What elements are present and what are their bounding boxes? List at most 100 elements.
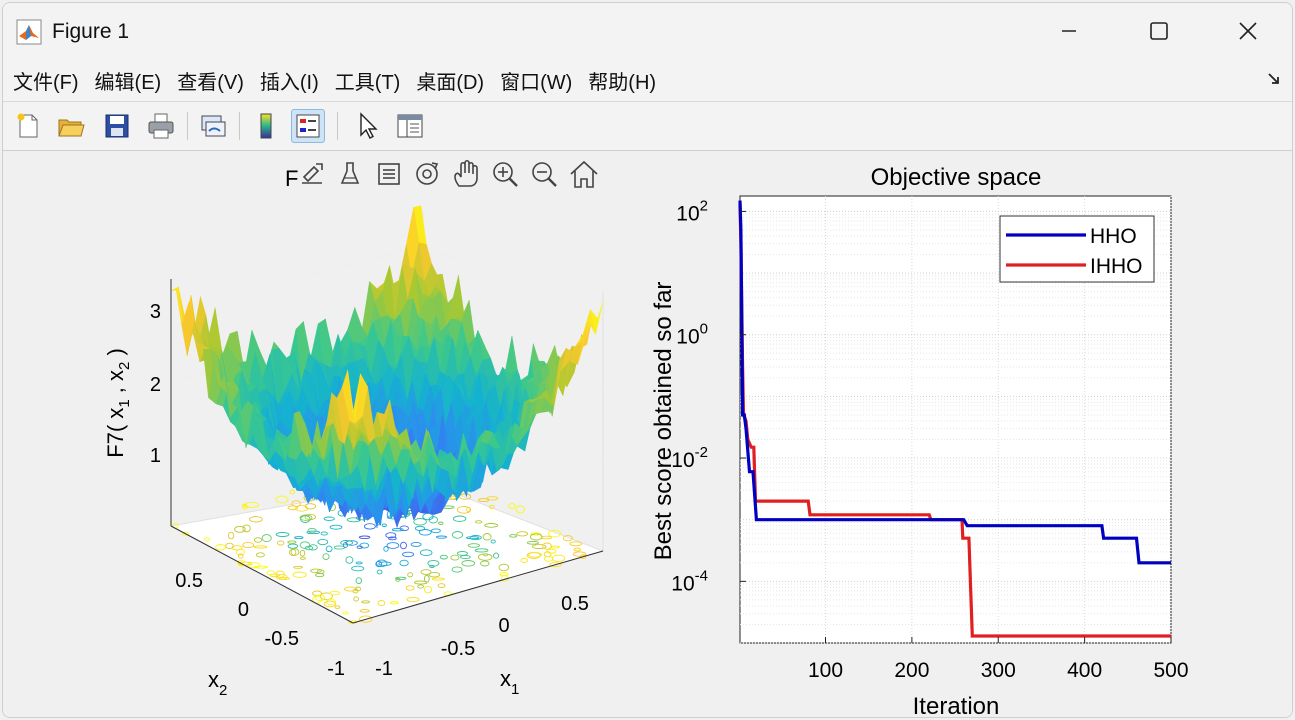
- export-icon: [302, 163, 323, 184]
- contour-ring: [391, 528, 404, 532]
- chart-x-tick-label: 300: [981, 659, 1016, 682]
- toolbar-separator: [239, 112, 240, 140]
- new-figure-button[interactable]: [11, 109, 45, 143]
- menu-file[interactable]: 文件(F): [13, 71, 79, 94]
- contour-ring: [459, 493, 472, 500]
- open-file-icon: [58, 119, 85, 137]
- menu-insert[interactable]: 插入(I): [259, 71, 319, 94]
- contour-ring: [299, 514, 313, 521]
- chart-x-tick-label: 100: [808, 659, 843, 682]
- contour-ring: [355, 577, 362, 584]
- contour-ring: [530, 532, 542, 536]
- x1-axis-label: x1: [500, 666, 519, 698]
- contour-ring: [529, 533, 543, 541]
- contour-ring: [375, 559, 388, 568]
- x2-tick--0.5: -0.5: [265, 628, 299, 650]
- title-bar[interactable]: Figure 1: [3, 3, 1292, 59]
- contour-ring: [467, 543, 480, 548]
- contour-ring: [181, 531, 190, 536]
- chart-lines: [738, 200, 1171, 638]
- contour-ring: [342, 611, 349, 615]
- x2-tick--1: -1: [327, 658, 345, 680]
- export-button[interactable]: [302, 163, 323, 184]
- save-button[interactable]: [100, 109, 134, 143]
- contour-ring: [549, 562, 562, 568]
- menu-desktop[interactable]: 桌面(D): [416, 71, 485, 94]
- menu-tools[interactable]: 工具(T): [334, 71, 401, 94]
- menu-edit[interactable]: 编辑(E): [94, 71, 162, 94]
- contour-ring: [320, 531, 328, 536]
- contour-ring: [204, 537, 211, 542]
- contour-ring: [508, 503, 516, 509]
- contour-ring: [475, 520, 483, 524]
- chart-x-ticks: 100 200 300 400 500: [808, 637, 1189, 682]
- rotate-button[interactable]: [416, 162, 439, 185]
- contour-ring: [383, 546, 389, 552]
- open-file-button[interactable]: [54, 109, 88, 143]
- contour-ring: [351, 565, 365, 572]
- contour-ring: [402, 551, 415, 558]
- left-surface-plot[interactable]: 3 2 1 0.5 0 -0.5 -1 -1 -0.5 0 0.5 x2 x1 …: [103, 166, 605, 699]
- figure-canvas: 3 2 1 0.5 0 -0.5 -1 -1 -0.5 0 0.5 x2 x1 …: [3, 151, 1292, 718]
- link-plot-button[interactable]: [196, 109, 230, 143]
- contour-ring: [315, 594, 326, 602]
- chart-y-tick-label: 100: [676, 321, 708, 349]
- contour-ring: [307, 527, 317, 534]
- property-inspector-button[interactable]: [393, 109, 427, 143]
- chart-y-ticks: 102 100 10-2 10-4: [671, 197, 746, 595]
- chart-y-tick-label: 102: [676, 197, 708, 225]
- zoom-in-button[interactable]: [493, 162, 518, 187]
- menu-help[interactable]: 帮助(H): [588, 71, 657, 94]
- zoom-out-button[interactable]: [532, 162, 557, 187]
- pointer-button[interactable]: [351, 109, 385, 143]
- chart-x-tick-label: 500: [1153, 659, 1188, 682]
- contour-ring: [435, 535, 448, 539]
- z-tick-2: 2: [150, 374, 161, 396]
- chart-y-tick-label: 10-4: [671, 567, 708, 595]
- legend-button[interactable]: [291, 109, 325, 143]
- home-button[interactable]: [570, 160, 598, 188]
- maximize-button[interactable]: [1114, 3, 1204, 59]
- contour-ring: [299, 549, 306, 557]
- contour-ring: [322, 553, 330, 560]
- pan-button[interactable]: [454, 159, 478, 187]
- print-button[interactable]: [144, 109, 178, 143]
- contour-ring: [269, 573, 281, 578]
- menu-window[interactable]: 窗口(W): [500, 71, 573, 94]
- contour-ring: [551, 554, 566, 562]
- datatip-button[interactable]: [378, 163, 400, 185]
- contour-ring: [569, 541, 583, 547]
- contour-ring: [427, 559, 440, 567]
- contour-ring: [215, 544, 227, 551]
- contour-ring: [430, 528, 441, 534]
- contour-ring: [291, 500, 301, 507]
- surface-mesh: [170, 205, 604, 529]
- datatip-icon: [378, 163, 400, 185]
- contour-ring: [542, 542, 552, 550]
- brush-button[interactable]: [340, 162, 360, 184]
- contour-ring: [550, 545, 560, 549]
- contour-ring: [361, 600, 371, 604]
- pointer-icon: [360, 112, 378, 139]
- z-tick-3: 3: [150, 301, 161, 323]
- chart-y-tick-label: 10-2: [671, 444, 708, 472]
- minimize-button[interactable]: [1024, 3, 1114, 59]
- dock-arrow-icon[interactable]: [1266, 71, 1282, 87]
- contour-ring: [437, 583, 446, 588]
- chart-legend[interactable]: HHO IHHO: [999, 215, 1155, 283]
- property-inspector-icon: [397, 114, 423, 138]
- x1-axis-line: [352, 550, 604, 624]
- menu-view[interactable]: 查看(V): [177, 71, 244, 94]
- contour-ring: [410, 541, 422, 547]
- contour-ring: [329, 590, 341, 596]
- contour-ring: [293, 565, 304, 569]
- close-button[interactable]: [1203, 3, 1292, 59]
- new-figure-icon: [17, 113, 38, 138]
- contour-ring: [242, 541, 255, 549]
- objective-space-chart[interactable]: 100 200 300 400 500 102 100 10-2 10-4 Objective…: [650, 164, 1189, 718]
- colorbar-button[interactable]: [249, 109, 283, 143]
- contour-ring: [520, 558, 529, 563]
- contour-ring: [461, 560, 476, 567]
- contour-ring: [386, 542, 400, 549]
- contour-ring: [573, 547, 581, 552]
